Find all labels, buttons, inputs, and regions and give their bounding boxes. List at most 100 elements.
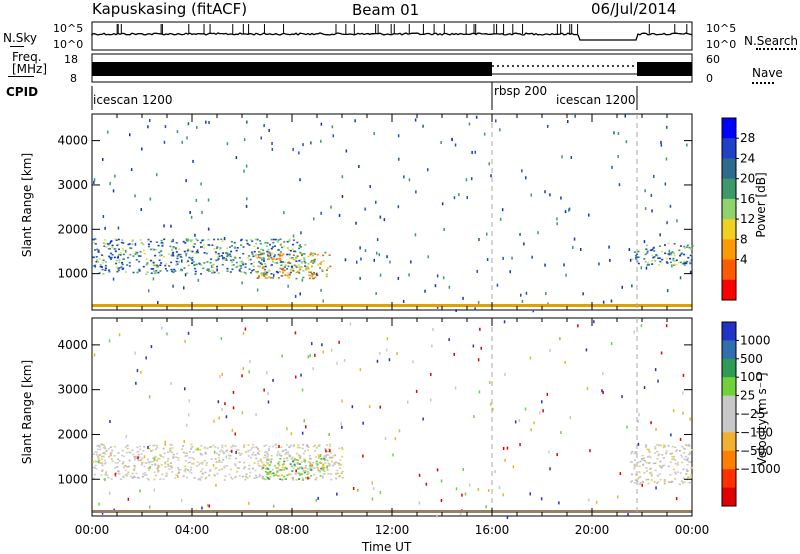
velocity-scatter-mark [103, 446, 106, 448]
velocity-scatter-mark [254, 469, 257, 472]
beam-title: Beam 01 [352, 1, 420, 19]
velocity-scatter-mark [663, 479, 666, 481]
velocity-scatter-mark [668, 481, 671, 483]
velocity-sparse-mark [585, 348, 588, 352]
velocity-colorbar-tick-label: 500 [740, 352, 763, 366]
velocity-scatter-mark [263, 478, 266, 480]
velocity-scatter-mark [247, 444, 250, 446]
velocity-scatter-mark [129, 451, 132, 454]
velocity-scatter-mark [266, 473, 269, 476]
velocity-scatter-mark [142, 450, 145, 452]
power-sparse-mark [268, 129, 270, 132]
velocity-scatter-mark [169, 447, 172, 450]
power-scatter-mark [165, 263, 168, 265]
velocity-scatter-mark [261, 461, 264, 464]
power-scatter-mark [164, 268, 167, 270]
velocity-sparse-mark [317, 468, 319, 472]
velocity-sparse-mark [349, 322, 352, 326]
velocity-scatter-mark [314, 450, 317, 452]
power-scatter-mark [96, 259, 99, 262]
power-scatter-mark [288, 261, 290, 264]
velocity-scatter-mark [633, 463, 636, 466]
velocity-sparse-mark [153, 457, 156, 461]
velocity-scatter-mark [680, 454, 683, 457]
velocity-scatter-mark [329, 456, 332, 459]
velocity-sparse-mark [492, 407, 494, 411]
power-scatter-mark [158, 259, 161, 262]
power-scatter-mark [690, 248, 693, 250]
velocity-scatter-mark [200, 444, 203, 447]
velocity-scatter-mark [338, 464, 341, 466]
velocity-scatter-mark [115, 472, 118, 475]
station-title: Kapuskasing (fitACF) [92, 0, 248, 18]
power-scatter-mark [235, 266, 238, 268]
velocity-scatter-mark [304, 465, 307, 467]
velocity-scatter-mark [645, 478, 648, 481]
velocity-sparse-mark [219, 375, 221, 379]
velocity-scatter-mark [177, 472, 180, 475]
power-scatter-mark [256, 270, 259, 273]
velocity-scatter-mark [176, 452, 179, 455]
power-sparse-mark [299, 244, 301, 248]
power-scatter-mark [206, 268, 209, 270]
power-scatter-mark [291, 265, 293, 268]
velocity-scatter-mark [650, 467, 653, 470]
power-scatter-mark [117, 269, 120, 272]
power-sparse-mark [373, 132, 375, 135]
power-scatter-mark [176, 257, 179, 260]
power-scatter-mark [212, 269, 215, 272]
power-scatter-mark [302, 269, 305, 272]
velocity-scatter-mark [154, 448, 157, 451]
power-scatter-mark [253, 261, 256, 264]
velocity-scatter-mark [95, 453, 98, 456]
velocity-scatter-mark [144, 462, 147, 464]
power-scatter-mark [186, 272, 189, 274]
velocity-sparse-mark [134, 351, 136, 355]
power-scatter-mark [269, 277, 272, 279]
velocity-scatter-mark [201, 472, 204, 475]
velocity-scatter-mark [177, 459, 180, 462]
freq-tick-top: 18 [64, 53, 78, 66]
power-scatter-mark [298, 247, 301, 250]
power-scatter-mark [207, 270, 210, 272]
velocity-scatter-mark [214, 446, 217, 448]
power-scatter-mark [190, 257, 193, 260]
power-scatter-mark [131, 239, 134, 241]
velocity-sparse-mark [672, 409, 675, 413]
power-sparse-mark [545, 292, 547, 295]
power-sparse-mark [208, 121, 210, 124]
freq-tick-bottom: 8 [70, 72, 77, 85]
velocity-scatter-mark [290, 473, 293, 476]
velocity-sparse-mark [384, 437, 387, 441]
velocity-scatter-mark [672, 468, 675, 471]
power-scatter-mark [308, 274, 311, 276]
power-scatter-mark [206, 261, 209, 263]
velocity-scatter-mark [172, 457, 175, 459]
velocity-scatter-mark [117, 458, 119, 461]
power-sparse-mark [671, 264, 673, 268]
power-scatter-mark [152, 261, 155, 264]
power-sparse-mark [397, 205, 400, 209]
velocity-scatter-mark [292, 445, 295, 448]
velocity-scatter-mark [314, 478, 317, 481]
velocity-scatter-mark [244, 451, 247, 453]
power-scatter-mark [260, 253, 263, 255]
power-scatter-mark [103, 245, 106, 247]
velocity-sparse-mark [430, 398, 432, 402]
power-scatter-mark [121, 239, 124, 241]
power-scatter-mark [264, 263, 267, 265]
power-sparse-mark [436, 305, 439, 309]
power-scatter-mark [296, 241, 299, 244]
velocity-scatter-mark [639, 460, 642, 463]
velocity-scatter-mark [308, 454, 311, 457]
power-sparse-mark [610, 299, 613, 303]
velocity-scatter-mark [281, 466, 284, 469]
velocity-scatter-mark [152, 444, 155, 447]
velocity-sparse-mark [478, 390, 481, 394]
power-scatter-mark [288, 240, 291, 242]
velocity-scatter-mark [631, 461, 633, 463]
velocity-scatter-mark [167, 451, 169, 454]
velocity-scatter-mark [685, 473, 688, 475]
velocity-sparse-mark [502, 447, 505, 450]
velocity-scatter-mark [294, 459, 297, 461]
